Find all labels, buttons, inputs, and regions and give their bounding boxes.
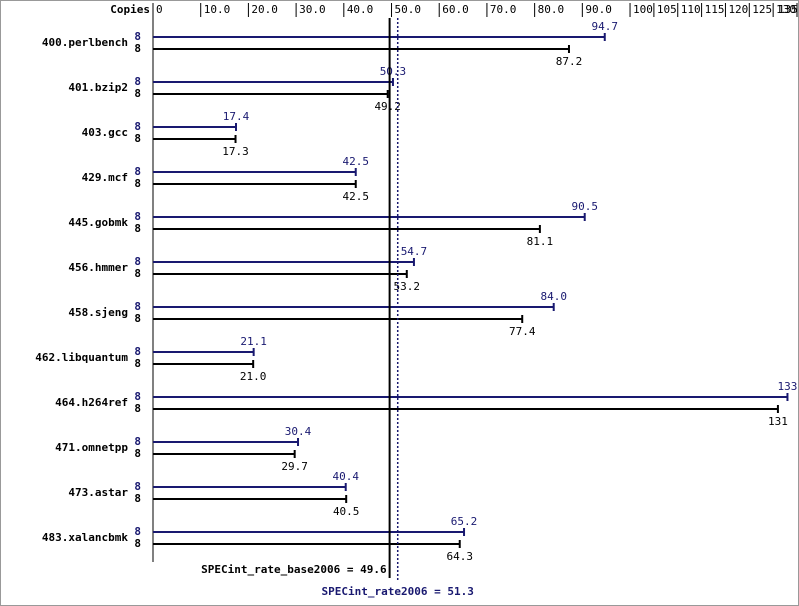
value-label: 21.0	[240, 370, 267, 383]
x-tick-label: 100	[633, 3, 653, 16]
copies-label: 8	[134, 120, 141, 133]
value-label: 17.3	[222, 145, 249, 158]
copies-label: 8	[134, 210, 141, 223]
benchmark-label: 471.omnetpp	[55, 441, 128, 454]
value-label: 54.7	[401, 245, 428, 258]
copies-label: 8	[134, 312, 141, 325]
benchmark-label: 464.h264ref	[55, 396, 128, 409]
value-label: 40.4	[332, 470, 359, 483]
benchmark-label: 403.gcc	[82, 126, 128, 139]
x-tick-label: 130	[776, 3, 796, 16]
value-label: 77.4	[509, 325, 536, 338]
value-label: 40.5	[333, 505, 360, 518]
x-tick-label: 80.0	[538, 3, 565, 16]
benchmark-label: 462.libquantum	[35, 351, 128, 364]
value-label: 84.0	[540, 290, 567, 303]
copies-label: 8	[134, 357, 141, 370]
x-tick-label: 70.0	[490, 3, 516, 16]
copies-label: 8	[134, 525, 141, 538]
copies-label: 8	[134, 267, 141, 280]
benchmark-label: 429.mcf	[82, 171, 128, 184]
copies-label: 8	[134, 42, 141, 55]
benchmark-label: 445.gobmk	[68, 216, 128, 229]
copies-label: 8	[134, 492, 141, 505]
value-label: 30.4	[285, 425, 312, 438]
x-tick-label: 135	[778, 3, 798, 16]
copies-label: 8	[134, 402, 141, 415]
value-label: 81.1	[527, 235, 554, 248]
value-label: 64.3	[446, 550, 473, 563]
reference-label: SPECint_rate_base2006 = 49.6	[201, 563, 387, 576]
value-label: 17.4	[223, 110, 250, 123]
copies-label: 8	[134, 255, 141, 268]
copies-label: 8	[134, 177, 141, 190]
x-tick-label: 90.0	[585, 3, 612, 16]
value-label: 21.1	[240, 335, 267, 348]
x-tick-label: 105	[657, 3, 677, 16]
x-tick-label: 0	[156, 3, 163, 16]
value-label: 42.5	[342, 190, 369, 203]
benchmark-label: 473.astar	[68, 486, 128, 499]
x-tick-label: 40.0	[347, 3, 374, 16]
copies-label: 8	[134, 87, 141, 100]
x-tick-label: 10.0	[204, 3, 231, 16]
value-label: 131	[768, 415, 788, 428]
benchmark-label: 401.bzip2	[68, 81, 128, 94]
copies-label: 8	[134, 480, 141, 493]
x-tick-label: 110	[681, 3, 701, 16]
value-label: 42.5	[342, 155, 369, 168]
axis-label: Copies	[110, 3, 150, 16]
x-tick-label: 125	[752, 3, 772, 16]
copies-label: 8	[134, 345, 141, 358]
copies-label: 8	[134, 132, 141, 145]
value-label: 87.2	[556, 55, 583, 68]
x-tick-label: 30.0	[299, 3, 326, 16]
copies-label: 8	[134, 537, 141, 550]
copies-label: 8	[134, 447, 141, 460]
value-label: 50.3	[380, 65, 407, 78]
copies-label: 8	[134, 165, 141, 178]
copies-label: 8	[134, 30, 141, 43]
value-label: 133	[778, 380, 798, 393]
copies-label: 8	[134, 300, 141, 313]
benchmark-label: 458.sjeng	[68, 306, 128, 319]
value-label: 49.2	[374, 100, 401, 113]
value-label: 94.7	[592, 20, 619, 33]
copies-label: 8	[134, 75, 141, 88]
copies-label: 8	[134, 390, 141, 403]
copies-label: 8	[134, 435, 141, 448]
value-label: 53.2	[394, 280, 421, 293]
x-tick-label: 20.0	[251, 3, 278, 16]
copies-label: 8	[134, 222, 141, 235]
benchmark-label: 483.xalancbmk	[42, 531, 128, 544]
value-label: 65.2	[451, 515, 478, 528]
value-label: 29.7	[281, 460, 308, 473]
x-tick-label: 120	[728, 3, 748, 16]
x-tick-label: 115	[705, 3, 725, 16]
value-label: 90.5	[571, 200, 598, 213]
benchmark-label: 456.hmmer	[68, 261, 128, 274]
reference-label: SPECint_rate2006 = 51.3	[322, 585, 474, 598]
x-tick-label: 50.0	[395, 3, 422, 16]
benchmark-label: 400.perlbench	[42, 36, 128, 49]
x-tick-label: 60.0	[442, 3, 469, 16]
